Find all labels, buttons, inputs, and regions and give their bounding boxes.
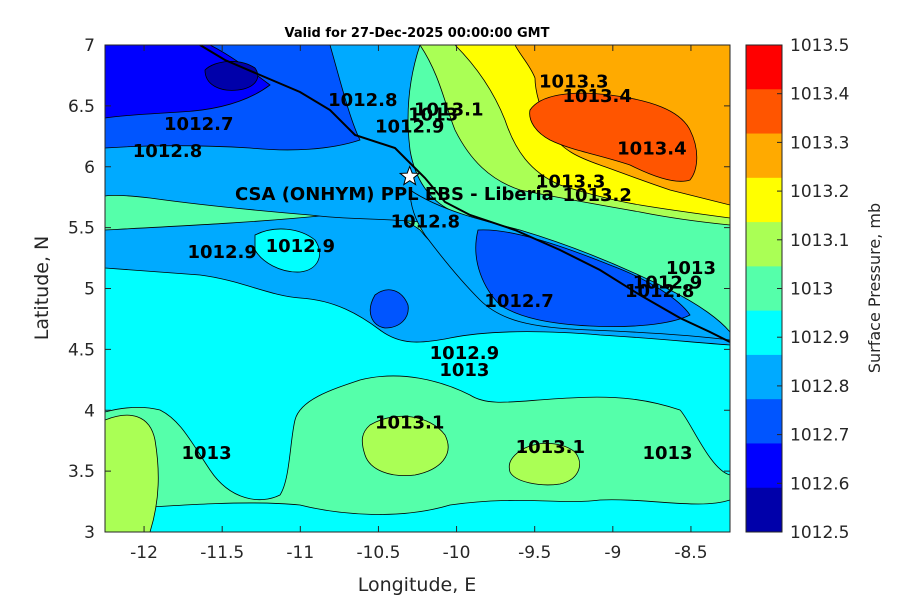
colorbar-tick-label: 1013.4 bbox=[790, 85, 849, 105]
colorbar-tick-label: 1012.5 bbox=[790, 523, 849, 543]
y-tick-label: 3 bbox=[84, 523, 95, 543]
figure-title: Valid for 27-Dec-2025 00:00:00 GMT bbox=[285, 26, 550, 41]
contour-label: 1013 bbox=[182, 443, 232, 464]
contour-label: 1013.3 bbox=[539, 72, 608, 93]
site-label: CSA (ONHYM) PPL EBS - Liberia bbox=[235, 184, 554, 205]
y-tick-label: 4.5 bbox=[68, 340, 95, 360]
x-tick-label: -12 bbox=[130, 543, 158, 563]
contour-label: 1013.2 bbox=[562, 185, 631, 206]
coastline bbox=[199, 45, 730, 343]
y-tick-label: 5 bbox=[84, 280, 95, 300]
band-1013.1-southeast bbox=[508, 442, 580, 486]
y-tick-label: 6 bbox=[84, 158, 95, 178]
y-tick-label: 3.5 bbox=[68, 462, 95, 482]
contour-label: 1013.4 bbox=[562, 86, 631, 107]
y-axis-title: Latitude, N bbox=[31, 236, 53, 341]
contour-label: 1012.8 bbox=[625, 281, 694, 302]
colorbar-tick-label: 1012.6 bbox=[790, 474, 849, 494]
band-1012.7-inland bbox=[369, 289, 409, 329]
colorbar-swatch bbox=[746, 487, 782, 533]
colorbar-swatch bbox=[746, 133, 782, 179]
x-tick-label: -9 bbox=[604, 543, 621, 563]
band-1013.4 bbox=[529, 92, 698, 182]
colorbar: 1013.5 1013.4 1013.3 1013.2 1013.1 1013 1012.9… bbox=[745, 36, 849, 543]
contour-label: 1012.7 bbox=[164, 114, 233, 135]
colorbar-swatch bbox=[746, 399, 782, 444]
colorbar-swatch bbox=[746, 354, 782, 400]
colorbar-tick-label: 1012.8 bbox=[790, 377, 849, 397]
contour-label: 1013 bbox=[408, 104, 458, 125]
contour-label: 1013.1 bbox=[414, 100, 483, 121]
band-1012.9-inset bbox=[254, 228, 320, 273]
colorbar-swatch bbox=[746, 443, 782, 489]
band-1013.1-central bbox=[361, 415, 449, 477]
y-axis-ticks: 7 6.5 6 5.5 5 4.5 4 3.5 3 bbox=[68, 36, 730, 543]
colorbar-tick-label: 1012.9 bbox=[790, 328, 849, 348]
y-tick-label: 5.5 bbox=[68, 219, 95, 239]
colorbar-tick-label: 1013.1 bbox=[790, 231, 849, 251]
contour-label: 1012.8 bbox=[133, 141, 202, 162]
y-tick-label: 6.5 bbox=[68, 97, 95, 117]
band-1012.9-south bbox=[105, 499, 730, 532]
colorbar-tick-label: 1012.7 bbox=[790, 426, 849, 446]
x-tick-label: -10.5 bbox=[356, 543, 400, 563]
band-1013.1-sw bbox=[105, 414, 159, 532]
colorbar-tick-label: 1013 bbox=[790, 280, 833, 300]
contour-label: 1012.9 bbox=[375, 117, 444, 138]
colorbar-title: Surface Pressure, mb bbox=[865, 203, 884, 373]
colorbar-tick-label: 1013.5 bbox=[790, 36, 849, 56]
x-tick-label: -10 bbox=[443, 543, 471, 563]
contour-label: 1012.9 bbox=[633, 273, 702, 294]
colorbar-tick-label: 1013.2 bbox=[790, 182, 849, 202]
colorbar-tick-label: 1013.3 bbox=[790, 133, 849, 153]
contour-labels: 1012.71012.81012.81012.910131013.11013.3… bbox=[133, 72, 716, 464]
site-star-icon bbox=[398, 165, 421, 186]
band-1012.7-coastal bbox=[475, 229, 691, 327]
x-axis-title: Longitude, E bbox=[358, 574, 477, 596]
colorbar-swatch bbox=[746, 89, 782, 135]
contour-label: 1012.8 bbox=[391, 212, 460, 233]
y-tick-label: 7 bbox=[84, 36, 95, 56]
contour-label: 1013.4 bbox=[617, 139, 686, 160]
x-tick-label: -11.5 bbox=[200, 543, 244, 563]
x-axis-ticks: -12 -11.5 -11 -10.5 -10 -9.5 -9 -8.5 bbox=[130, 45, 708, 563]
y-tick-label: 4 bbox=[84, 401, 95, 421]
contour-label: 1013 bbox=[439, 360, 489, 381]
colorbar-swatch bbox=[746, 310, 782, 356]
x-tick-label: -8.5 bbox=[674, 543, 707, 563]
x-tick-label: -11 bbox=[286, 543, 314, 563]
contour-label: 1013 bbox=[666, 258, 716, 279]
contour-label: 1012.9 bbox=[266, 236, 335, 257]
colorbar-swatch bbox=[746, 266, 782, 312]
colorbar-swatch bbox=[746, 222, 782, 267]
site-marker bbox=[398, 165, 421, 186]
contour-map bbox=[105, 45, 730, 532]
x-tick-label: -9.5 bbox=[518, 543, 551, 563]
colorbar-swatch bbox=[746, 177, 782, 223]
contour-label: 1012.9 bbox=[187, 242, 256, 263]
contour-label: 1012.9 bbox=[430, 343, 499, 364]
colorbar-swatch bbox=[746, 45, 782, 90]
contour-label: 1012.8 bbox=[328, 90, 397, 111]
contour-label: 1013.3 bbox=[536, 171, 605, 192]
contour-label: 1013 bbox=[642, 443, 692, 464]
contour-label: 1012.7 bbox=[484, 291, 553, 312]
contour-label: 1013.1 bbox=[516, 437, 585, 458]
contour-label: 1013.1 bbox=[375, 413, 444, 434]
